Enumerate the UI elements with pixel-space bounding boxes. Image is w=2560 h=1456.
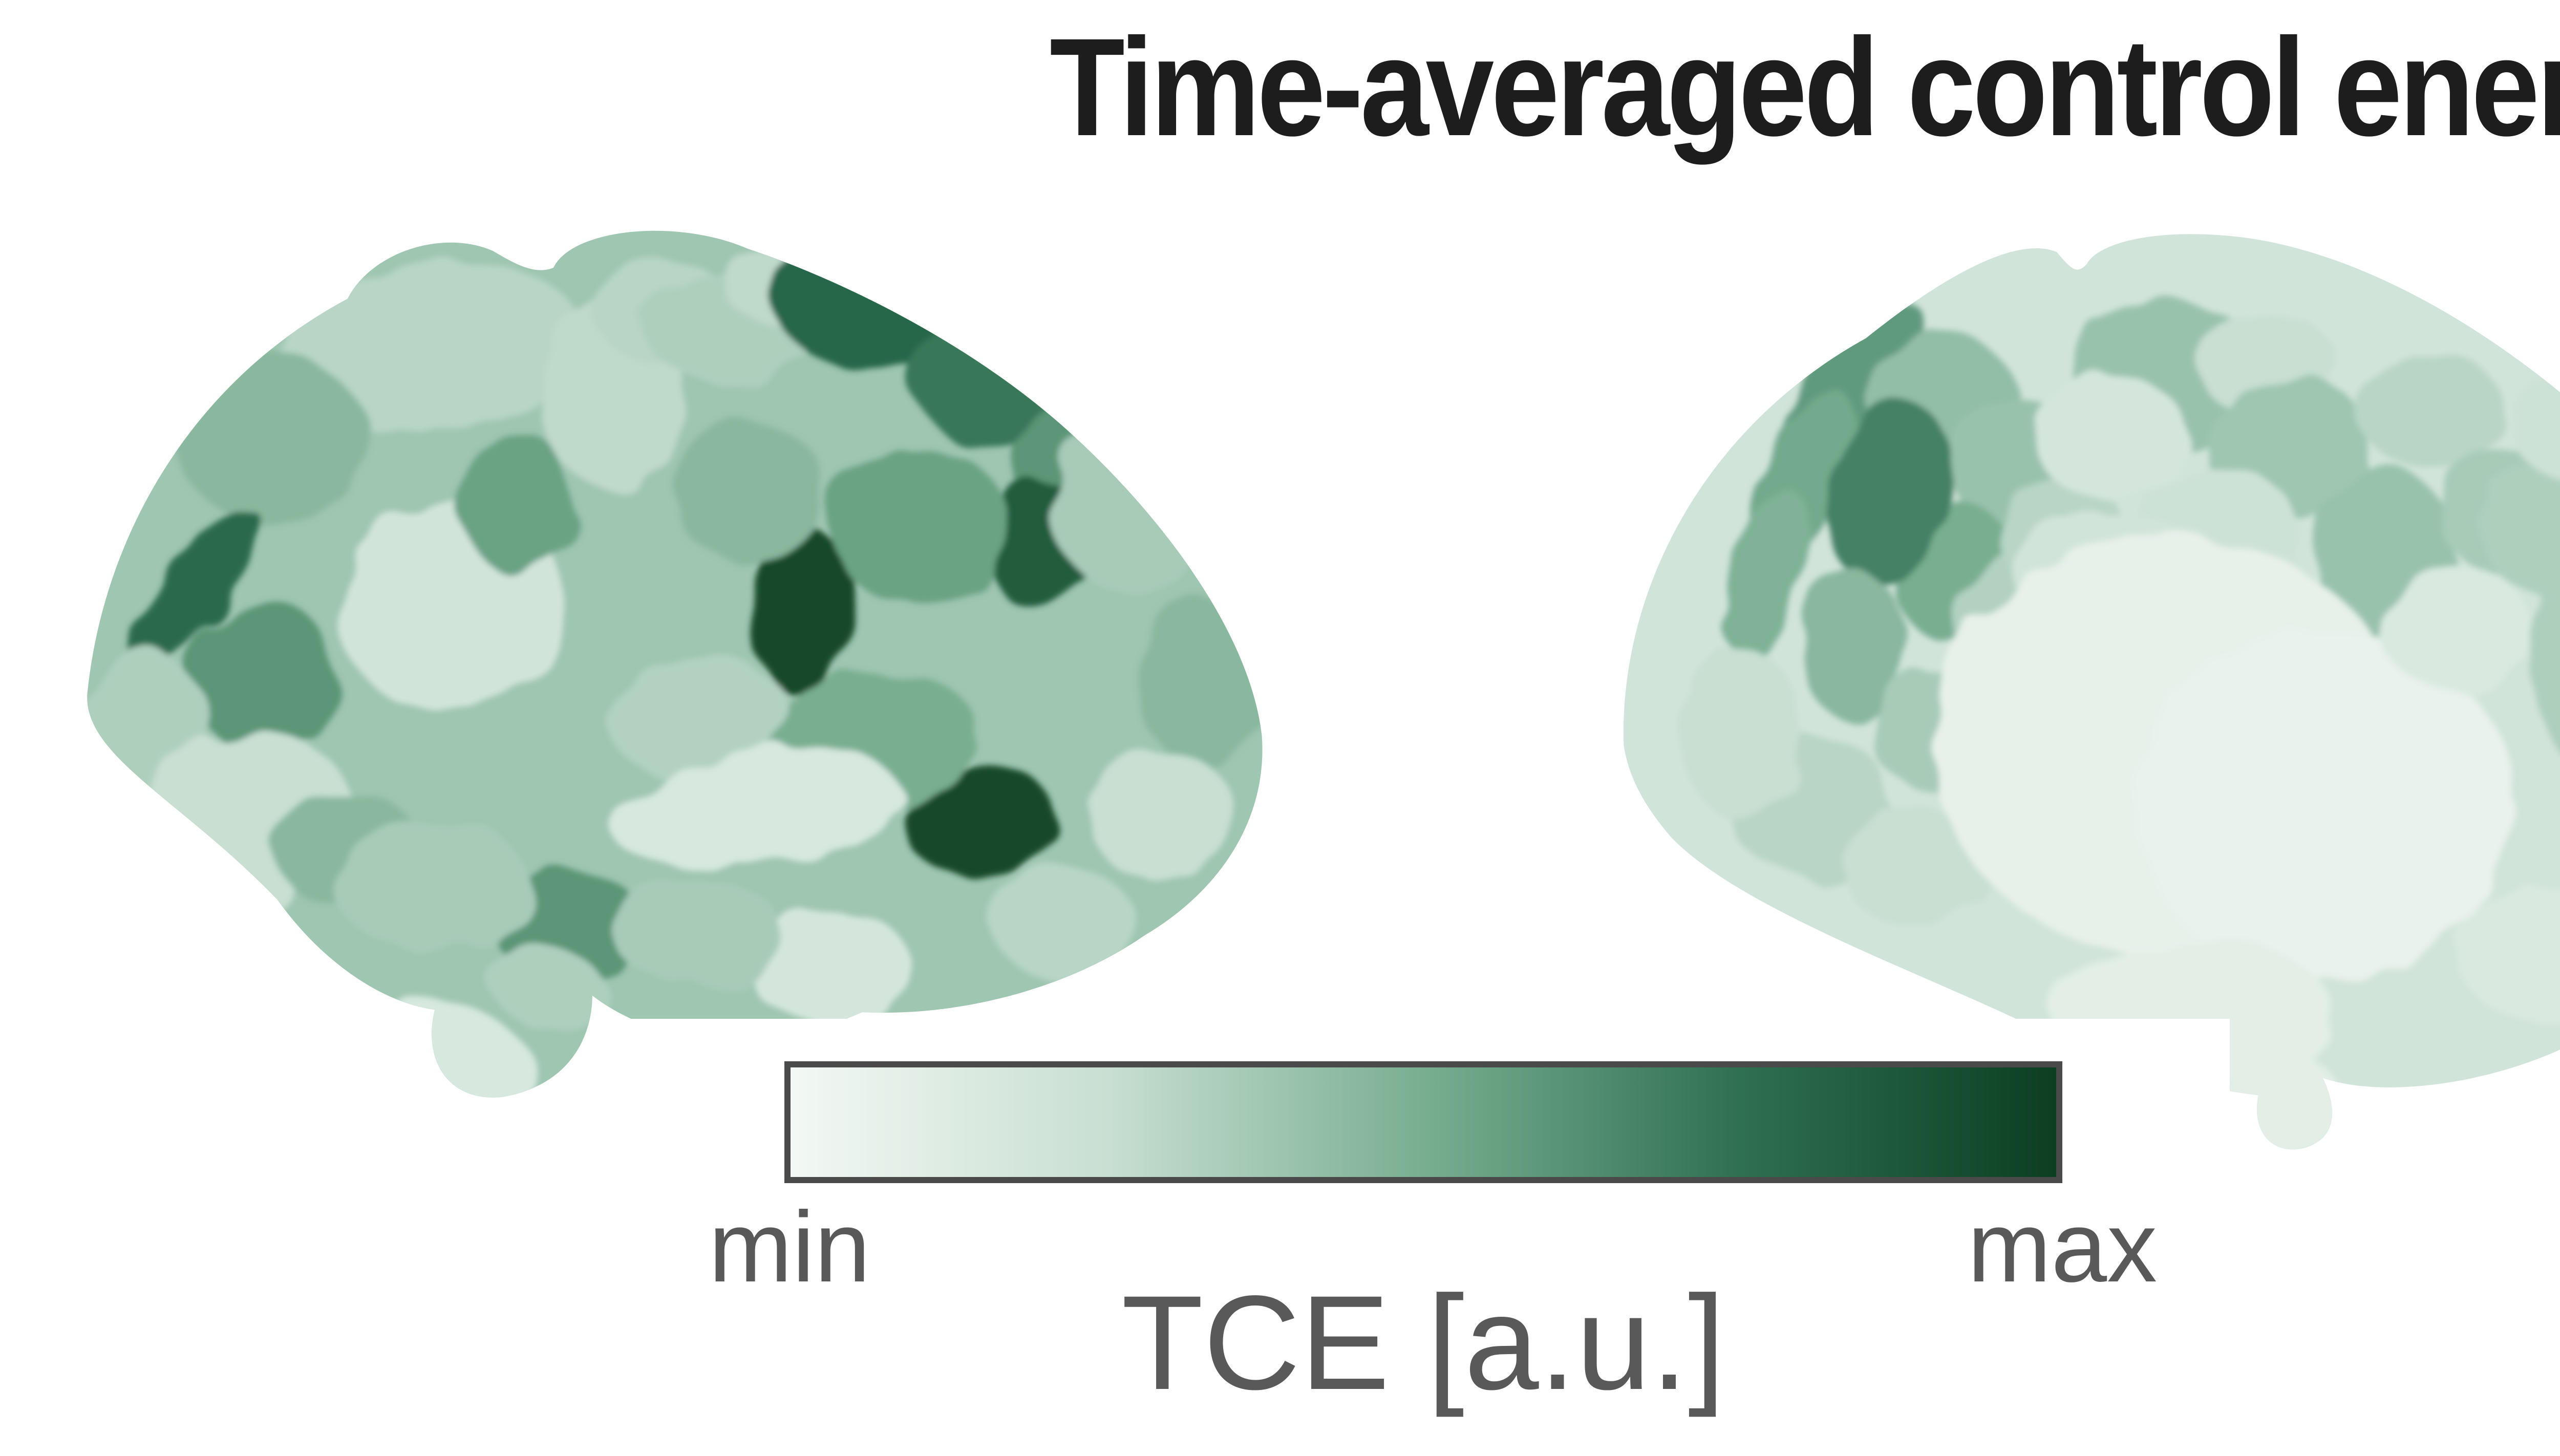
brain-region xyxy=(1086,747,1232,880)
brain-region xyxy=(989,867,1135,975)
brain-region xyxy=(1827,401,1952,583)
brain-region xyxy=(2510,369,2560,480)
brain-region xyxy=(826,446,1008,602)
colorbar-min-label: min xyxy=(709,1191,870,1303)
brain-left-lateral xyxy=(87,230,1263,1098)
brain-region xyxy=(751,524,853,696)
brain-region xyxy=(608,657,790,778)
brain-region xyxy=(2382,564,2531,692)
brain-region xyxy=(2033,375,2188,499)
brain-region xyxy=(1722,489,1811,656)
brain-region xyxy=(335,819,529,951)
brain-region xyxy=(2456,887,2560,1023)
brain-regions xyxy=(1681,297,2560,1150)
colorbar-gradient xyxy=(784,1061,2062,1183)
brain-region xyxy=(141,825,287,946)
brain-region xyxy=(614,879,784,987)
brain-region xyxy=(1050,412,1220,592)
brain-region xyxy=(486,942,609,1032)
figure-title: Time-averaged control energy xyxy=(1050,9,2560,165)
brain-right-medial xyxy=(1623,234,2560,1150)
brain-region xyxy=(2134,634,2516,979)
brain-region xyxy=(1138,598,1263,766)
brain-region xyxy=(672,418,823,562)
brain-region xyxy=(609,747,898,868)
brain-region xyxy=(127,501,253,683)
brain-region xyxy=(747,915,917,1023)
colorbar-max-label: max xyxy=(1967,1191,2158,1303)
brain-region xyxy=(462,430,572,574)
brain-region xyxy=(187,602,338,751)
brain-region xyxy=(1681,646,1801,819)
brain-region xyxy=(899,765,1059,873)
brain-region xyxy=(2480,465,2560,594)
brain-region xyxy=(1800,572,1908,721)
brain-region xyxy=(2361,353,2504,472)
brain-region xyxy=(281,259,584,434)
colorbar-axis-label: TCE [a.u.] xyxy=(1121,1268,1725,1418)
